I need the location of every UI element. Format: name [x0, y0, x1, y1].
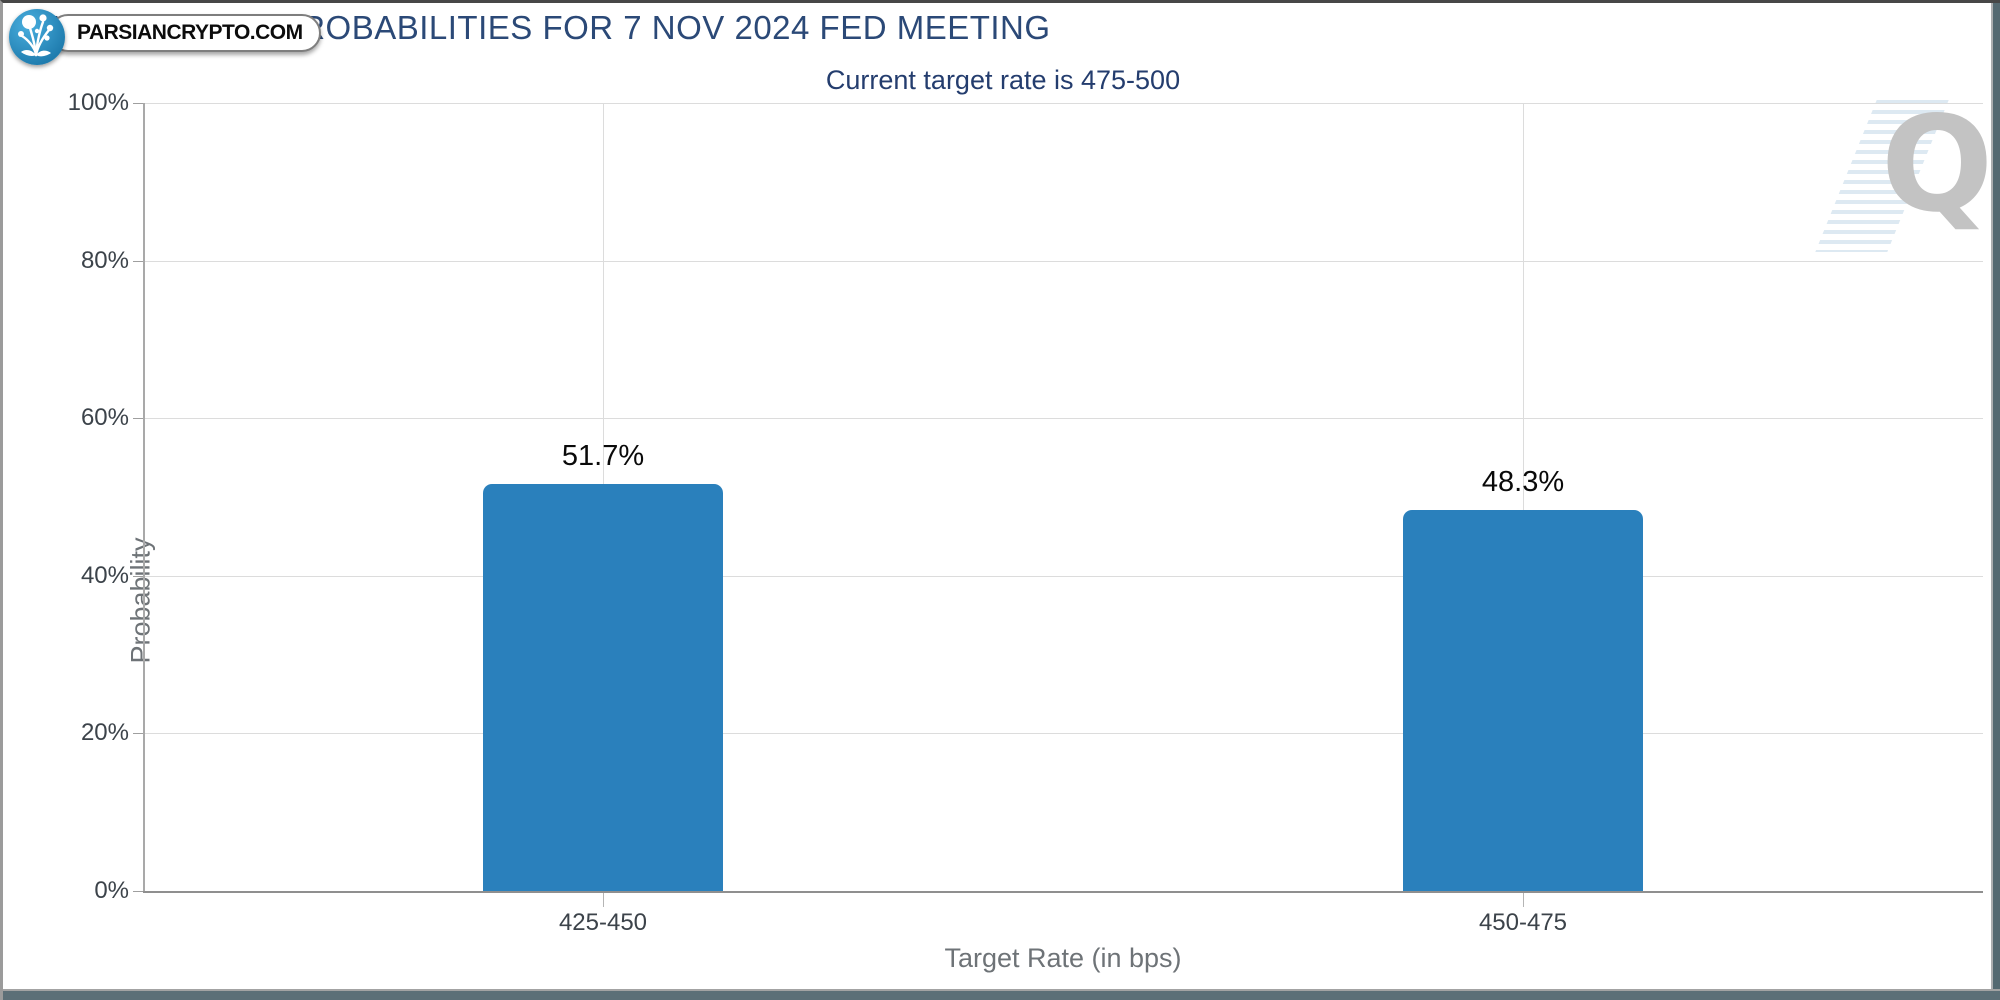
x-tick-label: 425-450 — [558, 909, 648, 936]
y-tick-label: 100% — [67, 89, 129, 116]
y-tick-mark — [133, 418, 143, 420]
gridline-horizontal — [143, 103, 1983, 104]
gridline-vertical — [1523, 103, 1524, 891]
x-axis-title: Target Rate (in bps) — [944, 943, 1182, 973]
chart-subtitle: Current target rate is 475-500 — [825, 65, 1181, 95]
badge-site-label: PARSIANCRYPTO.COM — [77, 21, 303, 44]
watermark-q-letter: Q — [1881, 88, 1994, 242]
y-tick-mark — [133, 575, 143, 577]
gridline-horizontal — [143, 733, 1983, 735]
x-tick-mark — [1523, 891, 1524, 907]
dandelion-logo-icon — [9, 9, 65, 65]
bar-value-label: 48.3% — [1481, 466, 1565, 499]
page-right-edge — [1991, 3, 2000, 1000]
y-tick-label: 60% — [80, 404, 129, 432]
page-bottom-strip — [3, 989, 2000, 1000]
bar-value-label: 51.7% — [561, 439, 645, 472]
badge-pill: PARSIANCRYPTO.COM — [49, 14, 321, 52]
y-tick-label: 40% — [80, 561, 129, 589]
gridline-horizontal — [143, 418, 1983, 420]
y-axis-title: Probability — [125, 537, 156, 664]
x-axis-line — [143, 891, 1983, 893]
y-tick-mark — [133, 733, 143, 735]
plot-area: Probability Target Rate (in bps) 0% 20% 40… — [3, 3, 2000, 1000]
y-tick-mark — [133, 891, 143, 892]
y-tick-label: 80% — [80, 246, 129, 274]
probability-bar — [483, 483, 723, 891]
x-tick-label: 450-475 — [1478, 909, 1568, 936]
gridline-horizontal — [143, 260, 1983, 262]
y-tick-mark — [133, 260, 143, 262]
x-tick-mark — [603, 891, 604, 907]
gridline-horizontal — [143, 575, 1983, 577]
probability-bar — [1403, 510, 1643, 891]
y-tick-label: 20% — [80, 719, 129, 747]
y-tick-label: 0% — [94, 877, 129, 904]
y-tick-mark — [133, 103, 143, 104]
y-axis-line — [143, 103, 145, 891]
